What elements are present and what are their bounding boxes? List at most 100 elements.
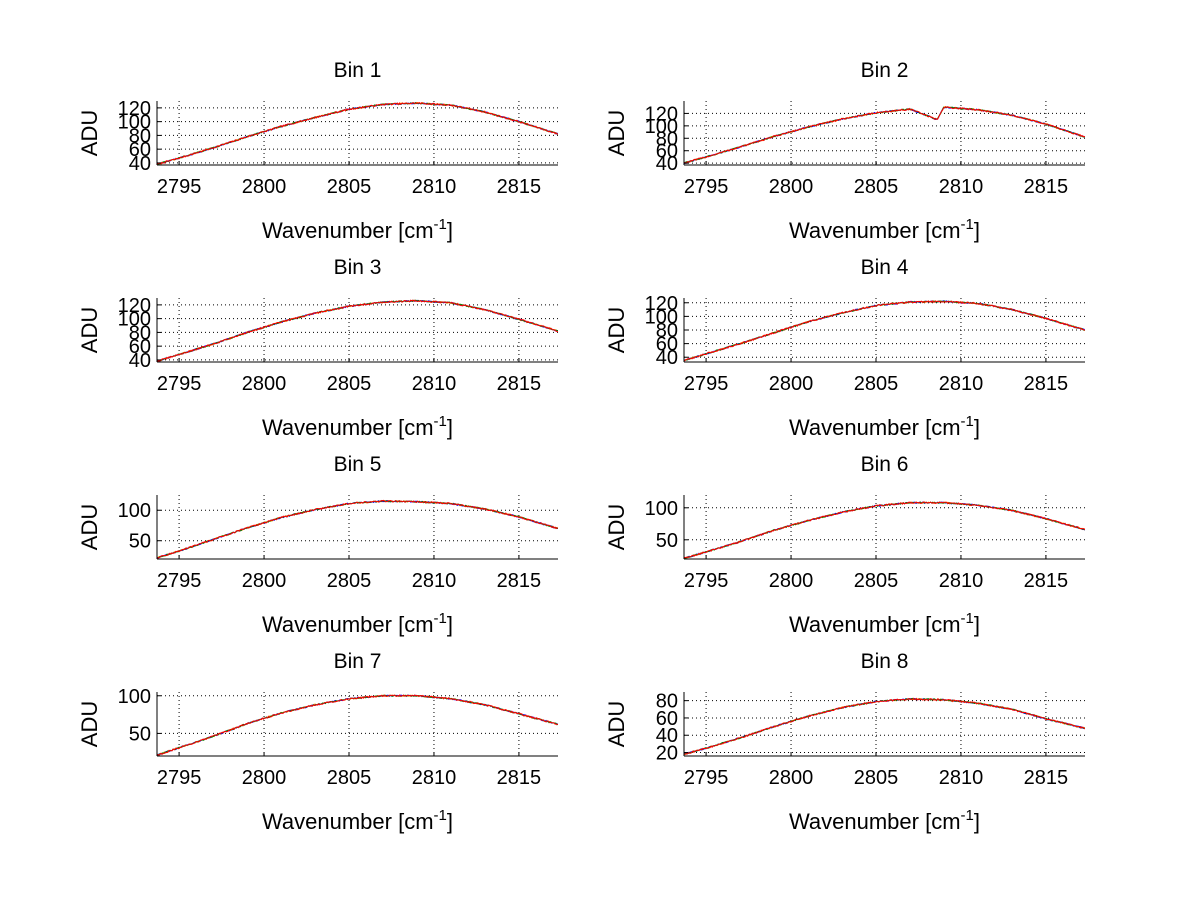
x-axis-label-text: Wavenumber [cm [262,809,434,834]
x-tick-label: 2805 [327,570,372,592]
subplot-title: Bin 7 [334,650,382,673]
plot-area [684,101,1085,165]
x-tick-label: 2795 [157,767,202,789]
plot-area [157,298,558,362]
data-series-1 [684,300,1085,362]
x-axis-label-text: Wavenumber [cm [789,809,961,834]
x-tick-label: 2805 [854,570,899,592]
x-tick-label: 2815 [1024,373,1069,395]
subplot-title: Bin 3 [334,256,382,279]
y-tick-label: 60 [656,708,678,730]
plot-area [157,692,558,756]
x-axis-label: Wavenumber [cm-1] [262,413,453,440]
y-tick-label: 50 [129,531,151,553]
x-tick-label: 2810 [939,176,984,198]
data-series-1 [157,102,558,165]
x-tick-label: 2795 [157,176,202,198]
x-axis-label-superscript: -1 [961,610,974,627]
x-tick-label: 2795 [157,373,202,395]
x-tick-label: 2805 [327,767,372,789]
data-series-1 [684,106,1085,164]
y-tick-label: 40 [129,350,151,372]
y-tick-label: 120 [118,98,151,120]
y-axis-label: ADU [77,504,102,550]
x-tick-label: 2815 [497,176,542,198]
y-tick-label: 60 [656,141,678,163]
y-axis-label: ADU [77,307,102,353]
x-tick-label: 2795 [157,570,202,592]
y-tick-label: 80 [656,320,678,342]
x-axis-label-superscript: -1 [434,807,447,824]
y-tick-label: 80 [656,691,678,713]
y-tick-label: 120 [645,103,678,125]
y-axis-label: ADU [604,701,629,747]
x-tick-label: 2805 [327,373,372,395]
x-axis-label-text: Wavenumber [cm [789,612,961,637]
y-axis-label: ADU [604,504,629,550]
subplot-title: Bin 2 [861,59,909,82]
data-series-1 [157,694,558,756]
x-tick-label: 2815 [1024,176,1069,198]
x-tick-label: 2805 [854,767,899,789]
y-tick-label: 100 [118,112,151,134]
x-tick-label: 2795 [684,176,729,198]
subplot-title: Bin 6 [861,453,909,476]
x-axis-label-bracket: ] [447,415,453,440]
y-tick-label: 80 [129,322,151,344]
y-tick-label: 80 [129,125,151,147]
x-tick-label: 2810 [939,373,984,395]
x-axis-label-superscript: -1 [434,413,447,430]
x-tick-label: 2800 [242,570,287,592]
x-tick-label: 2805 [327,176,372,198]
x-axis-label-bracket: ] [974,415,980,440]
data-series-1 [157,499,558,559]
x-tick-label: 2815 [497,373,542,395]
subplot-bin-6: 2795 2800 2805 2810 2815 50 100 Bin 6 ADU Wavenum… [604,453,1085,637]
x-tick-label: 2815 [1024,767,1069,789]
x-axis-label-superscript: -1 [961,216,974,233]
x-tick-label: 2800 [769,176,814,198]
y-tick-label: 40 [129,153,151,175]
y-tick-label: 40 [656,347,678,369]
x-tick-label: 2800 [769,570,814,592]
y-tick-label: 50 [129,723,151,745]
x-tick-label: 2810 [412,373,457,395]
y-tick-label: 60 [656,334,678,356]
y-tick-label: 20 [656,743,678,765]
subplot-bin-5: 2795 2800 2805 2810 2815 50 100 Bin 5 ADU Wavenum… [77,453,558,637]
subplot-title: Bin 1 [334,59,382,82]
y-axis-label: ADU [604,110,629,156]
x-axis-label-bracket: ] [447,809,453,834]
subplot-title: Bin 5 [334,453,382,476]
x-axis-label-bracket: ] [447,218,453,243]
x-tick-label: 2795 [684,373,729,395]
x-tick-label: 2810 [412,176,457,198]
x-tick-label: 2800 [769,373,814,395]
y-axis-label: ADU [77,701,102,747]
x-tick-label: 2815 [497,570,542,592]
x-tick-label: 2800 [242,176,287,198]
y-axis-label: ADU [77,110,102,156]
x-tick-label: 2810 [412,767,457,789]
y-tick-label: 100 [645,498,678,520]
x-tick-label: 2795 [684,767,729,789]
subplot-title: Bin 8 [861,650,909,673]
y-tick-label: 100 [118,686,151,708]
y-tick-label: 50 [656,530,678,552]
x-axis-label-bracket: ] [974,218,980,243]
y-tick-label: 100 [118,309,151,331]
x-tick-label: 2810 [939,570,984,592]
x-tick-label: 2815 [497,767,542,789]
x-axis-label-bracket: ] [447,612,453,637]
x-axis-label-superscript: -1 [434,216,447,233]
x-tick-label: 2805 [854,373,899,395]
x-axis-label: Wavenumber [cm-1] [789,610,980,637]
x-axis-label: Wavenumber [cm-1] [262,807,453,834]
y-tick-label: 60 [129,139,151,161]
x-axis-label-superscript: -1 [961,413,974,430]
x-tick-label: 2810 [939,767,984,789]
y-tick-label: 60 [129,336,151,358]
